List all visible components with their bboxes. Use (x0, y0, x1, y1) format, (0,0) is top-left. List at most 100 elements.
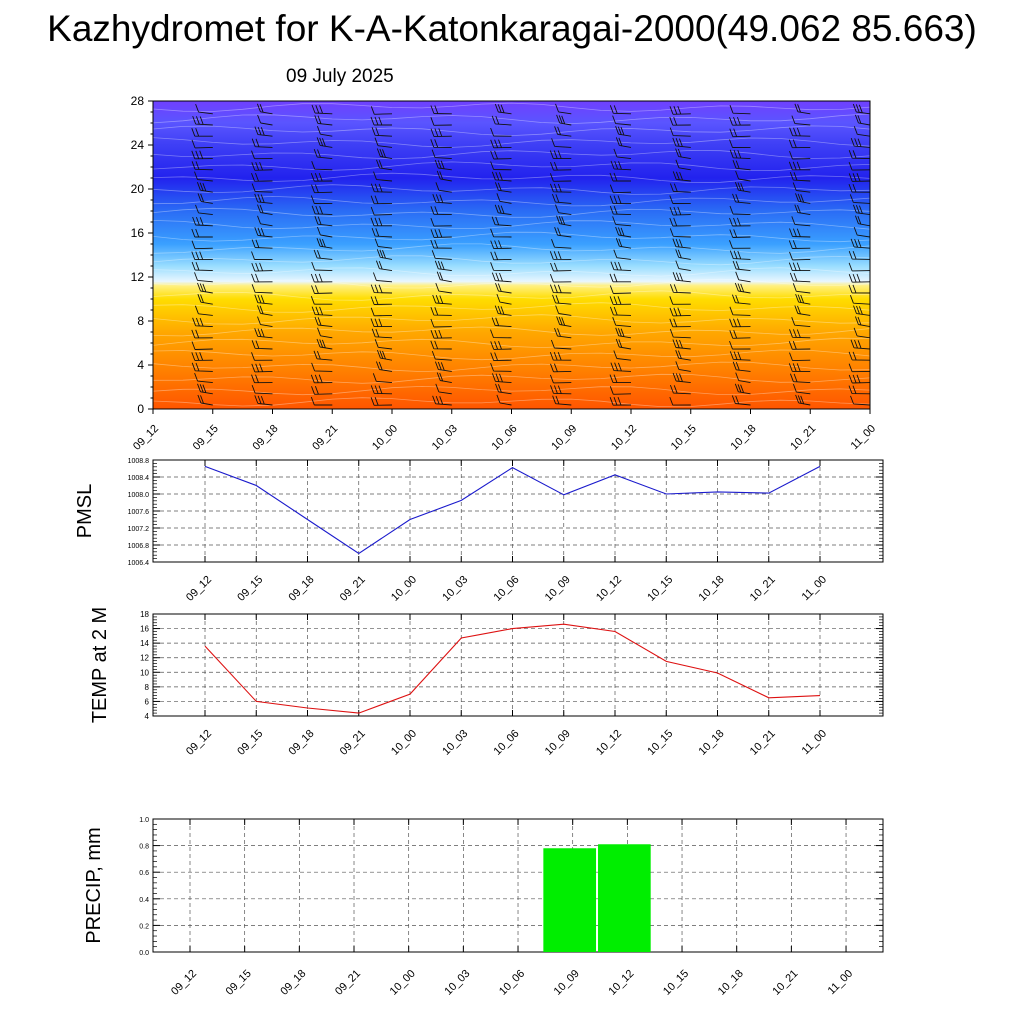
wind-barb (609, 105, 632, 115)
field-xtick-label: 10_06 (490, 423, 520, 453)
wind-barb (848, 363, 870, 373)
wind-barb (257, 114, 273, 126)
field-xtick-label: 10_09 (549, 423, 579, 453)
wind-barb (669, 296, 691, 305)
wind-barb (669, 384, 691, 395)
wind-barb (370, 307, 393, 317)
wind-barb (848, 173, 870, 182)
wind-barb (376, 349, 393, 361)
wind-barb (435, 383, 452, 395)
wind-barb (789, 352, 811, 362)
xtick-label: 09_12 (184, 728, 214, 758)
wind-barb (310, 273, 333, 283)
wind-barb (729, 240, 751, 249)
contour-line (153, 102, 870, 112)
wind-barb (254, 193, 273, 204)
wind-barb (257, 316, 273, 328)
wind-barb (490, 150, 512, 160)
contour-line (153, 290, 870, 301)
wind-barb (317, 327, 333, 339)
wind-barb (791, 317, 811, 328)
field-xtick-label: 11_00 (849, 423, 879, 453)
forecast-date: 09 July 2025 (286, 66, 394, 87)
contour-line (153, 195, 870, 207)
wind-barb (311, 386, 333, 395)
xtick-label: 09_15 (235, 728, 265, 758)
wind-barb (789, 272, 811, 283)
xtick-label: 10_06 (497, 968, 527, 998)
wind-barb (792, 383, 811, 395)
wind-barb (788, 363, 811, 372)
wind-barb (430, 128, 452, 138)
wind-barb (435, 282, 452, 294)
wind-barb (789, 171, 811, 182)
contour-lines (153, 102, 870, 408)
wind-barb (153, 136, 154, 137)
wind-barb (735, 271, 751, 283)
wind-barb (491, 317, 512, 328)
wind-barb (791, 115, 811, 126)
contour-line (153, 184, 870, 195)
xtick-label: 10_21 (748, 574, 778, 604)
wind-barb (430, 318, 452, 328)
wind-barb (788, 161, 811, 171)
wind-barb (615, 137, 632, 148)
ytick-label: 0.6 (139, 870, 149, 877)
wind-barb (729, 340, 751, 350)
xtick-label: 10_21 (748, 728, 778, 758)
wind-barb (848, 262, 870, 272)
wind-barb (197, 294, 213, 305)
wind-barb (490, 127, 512, 137)
contour-line (153, 337, 870, 349)
wind-barb (370, 116, 392, 126)
wind-barb (191, 139, 213, 149)
xtick-label: 09_15 (235, 574, 265, 604)
wind-barb (555, 204, 572, 216)
wind-barb (153, 125, 154, 126)
contour-line (153, 361, 870, 373)
pmsl-panel: 1006.4 1006.8 1007.2 1007.6 1008.0 1008.4 1008… (74, 458, 884, 604)
wind-barb (254, 227, 273, 238)
wind-barb (490, 139, 512, 149)
wind-barb (153, 393, 154, 394)
wind-barb (729, 306, 751, 316)
wind-barb (257, 204, 273, 216)
xtick-label: 10_06 (492, 728, 522, 758)
wind-barb (191, 240, 213, 250)
wind-barb (552, 395, 572, 406)
contour-line (153, 161, 870, 172)
ytick-label: 1007.2 (128, 526, 150, 533)
wind-barb (549, 251, 572, 260)
wind-barb (430, 229, 452, 238)
wind-barb (496, 394, 512, 406)
plot-frame (152, 613, 884, 717)
contour-line (153, 207, 870, 218)
wind-barb (672, 272, 691, 283)
wind-barb (490, 262, 512, 272)
wind-barb (610, 160, 632, 171)
wind-barb (371, 127, 393, 137)
field-ytick-label: 0 (137, 402, 144, 416)
wind-barb (490, 362, 512, 372)
wind-barb (850, 137, 870, 148)
ytick-label: 0.4 (139, 897, 149, 904)
xtick-label: 09_15 (224, 968, 254, 998)
wind-barb (191, 128, 213, 137)
wind-barb (612, 115, 632, 126)
wind-barb (195, 204, 213, 216)
wind-barb (194, 372, 213, 384)
xtick-label: 09_21 (338, 728, 368, 758)
series-line (204, 623, 821, 714)
wind-barb (496, 293, 512, 305)
wind-barb (854, 114, 870, 126)
precip-panel: 0.0 0.2 0.4 0.6 0.8 1.0 09_12 09_15 09_18 09_21 10… (83, 817, 884, 998)
wind-barb (436, 170, 452, 182)
wind-barb (669, 307, 691, 317)
wind-barb (675, 350, 691, 361)
wind-barbs (153, 103, 870, 406)
wind-barb (370, 397, 393, 406)
xtick-label: 09_21 (333, 968, 363, 998)
field-xtick-label: 10_00 (370, 423, 400, 453)
contour-line (153, 385, 870, 396)
